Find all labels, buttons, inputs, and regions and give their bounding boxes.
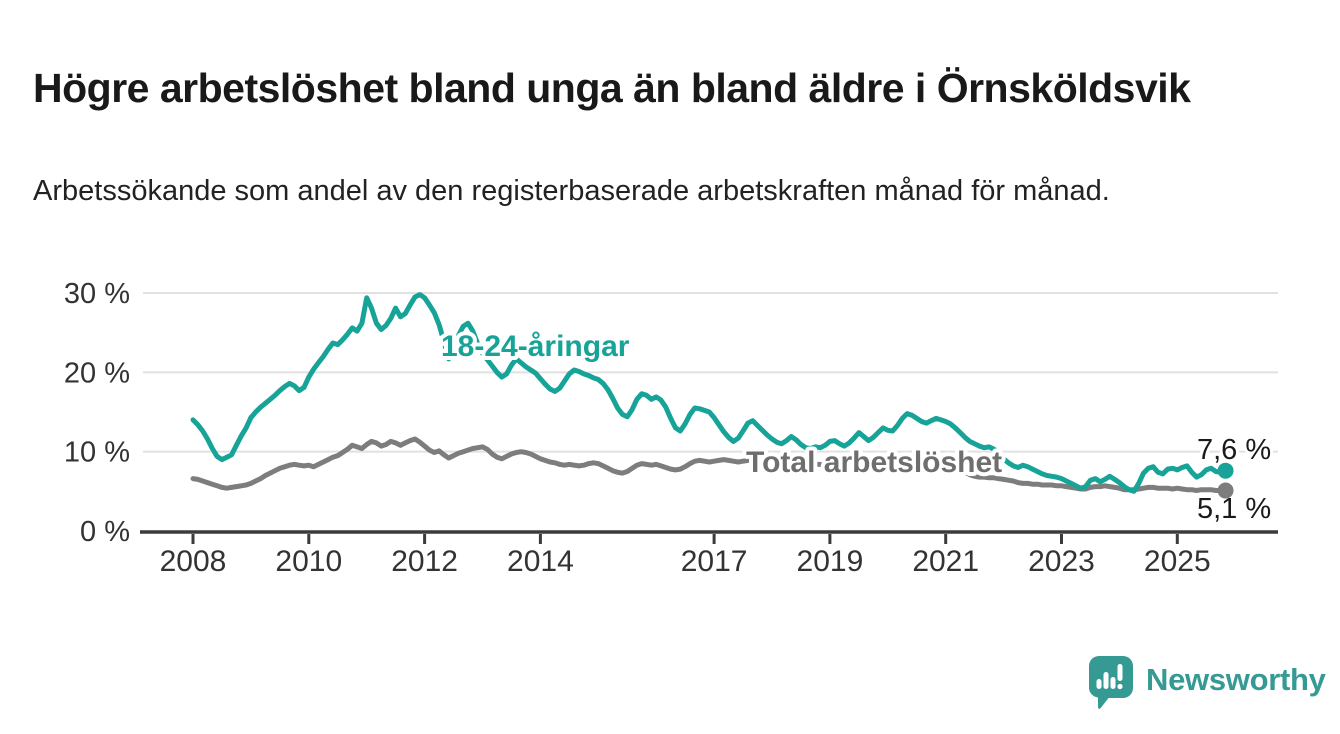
y-tick-label: 30 % xyxy=(64,278,130,310)
page-title: Högre arbetslöshet bland unga än bland ä… xyxy=(33,65,1191,112)
x-tick-label: 2012 xyxy=(391,545,458,578)
series-lines xyxy=(190,292,1228,494)
series-label-total: Total arbetslöshet xyxy=(746,446,1002,479)
series-label-youth: 18-24-åringar xyxy=(441,330,630,363)
newsworthy-brand-text: Newsworthy xyxy=(1146,662,1326,697)
x-axis xyxy=(140,530,1278,544)
y-axis-labels: 0 % 10 % 20 % 30 % xyxy=(64,278,130,548)
y-tick-label: 20 % xyxy=(64,357,130,389)
end-label-total: 5,1 % xyxy=(1197,493,1271,525)
x-tick-label: 2014 xyxy=(507,545,574,578)
end-value-labels: 7,6 % 5,1 % xyxy=(1194,431,1274,528)
series-dot-total xyxy=(1217,482,1234,499)
chart-subtitle: Arbetssökande som andel av den registerb… xyxy=(33,175,1110,207)
series-line-youth xyxy=(190,292,1228,494)
x-tick-label: 2019 xyxy=(797,545,864,578)
x-tick-label: 2008 xyxy=(160,545,227,578)
series-line-total xyxy=(190,436,1228,493)
series-dot-youth xyxy=(1217,462,1234,479)
series-labels: 18-24-åringar Total arbetslöshet xyxy=(437,326,1006,483)
newsworthy-logo-icon xyxy=(1089,656,1133,709)
x-tick-label: 2023 xyxy=(1028,545,1095,578)
y-tick-label: 10 % xyxy=(64,437,130,469)
newsworthy-brand-link[interactable]: Newsworthy xyxy=(1088,656,1326,710)
x-tick-label: 2017 xyxy=(681,545,748,578)
x-axis-labels: 2008 2010 2012 2014 2017 2019 2021 2023 2025 xyxy=(160,545,1211,578)
gridlines xyxy=(143,292,1278,453)
end-label-youth: 7,6 % xyxy=(1197,434,1271,466)
x-tick-label: 2021 xyxy=(912,545,979,578)
x-tick-label: 2025 xyxy=(1144,545,1211,578)
x-tick-label: 2010 xyxy=(275,545,342,578)
series-end-dots xyxy=(1217,462,1234,499)
y-tick-label: 0 % xyxy=(80,516,130,548)
